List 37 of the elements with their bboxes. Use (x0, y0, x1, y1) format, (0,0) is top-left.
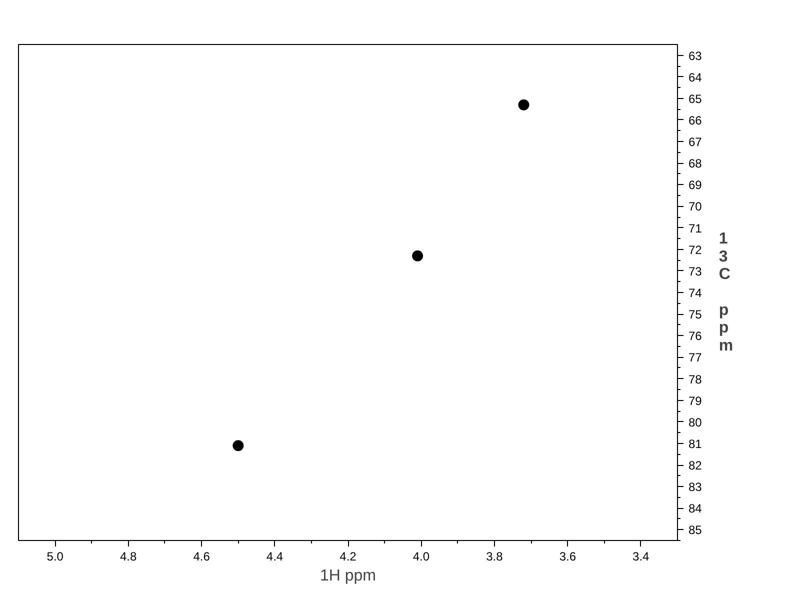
y-tick-label: 65 (688, 92, 702, 106)
y-tick-label: 69 (688, 178, 702, 192)
x-tick-label: 4.6 (193, 550, 210, 564)
x-tick-label: 3.6 (559, 550, 576, 564)
y-tick-label: 84 (688, 502, 702, 516)
y-tick-label: 77 (688, 350, 702, 365)
y-tick-label: 76 (688, 329, 702, 344)
x-tick-label: 4.8 (120, 550, 137, 564)
x-tick-label: 4.2 (340, 550, 357, 564)
y-tick-label: 83 (688, 480, 702, 494)
x-tick-label: 5.0 (46, 550, 64, 564)
y-tick-label: 74 (688, 286, 702, 300)
y-tick-label: 71 (688, 221, 702, 236)
y-tick-label: 73 (688, 264, 702, 278)
y-tick-label: 72 (688, 242, 702, 257)
point (412, 250, 424, 262)
y-tick-label: 79 (688, 394, 702, 408)
y-tick-label: 80 (688, 415, 702, 430)
y-tick-label: 78 (688, 372, 702, 386)
y-tick-label: 64 (688, 70, 702, 84)
y-axis-title: 13C ppm (718, 230, 734, 355)
y-tick-label: 85 (688, 523, 702, 538)
y-tick-label: 81 (688, 436, 702, 451)
x-axis-title: 1H ppm (320, 568, 376, 584)
y-tick-label: 63 (688, 48, 702, 63)
y-tick-label: 67 (688, 135, 702, 150)
x-tick-label: 4.0 (412, 550, 430, 564)
y-tick-label: 68 (688, 156, 702, 171)
point (518, 99, 530, 110)
point (232, 440, 244, 452)
x-tick-label: 4.4 (266, 550, 284, 564)
x-tick-label: 3.4 (632, 550, 650, 564)
y-tick-label: 70 (688, 200, 702, 214)
x-tick-label: 3.8 (486, 550, 504, 564)
y-tick-label: 82 (688, 458, 702, 473)
y-tick-label: 75 (688, 308, 702, 322)
y-tick-label: 66 (688, 113, 702, 128)
